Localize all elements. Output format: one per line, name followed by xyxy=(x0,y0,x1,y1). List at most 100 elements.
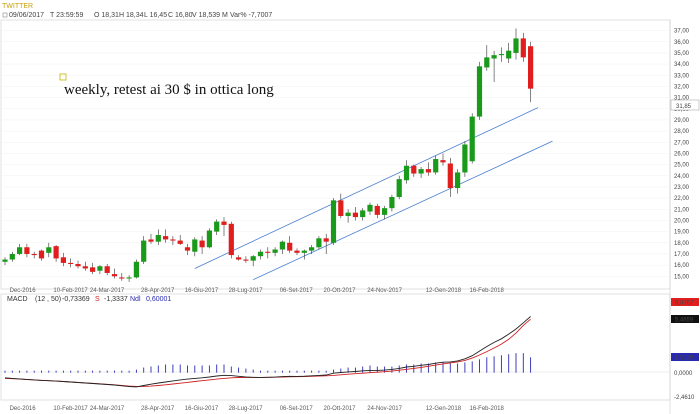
candle-up xyxy=(126,275,132,282)
x-tick-label: 28-Apr-2017 xyxy=(141,288,175,294)
x-tick-label: 24-Nov-2017 xyxy=(367,288,402,294)
candles xyxy=(2,28,534,282)
candle-up xyxy=(2,257,8,266)
x-tick-label: 10-Feb-2017 xyxy=(53,406,88,412)
price-y-tick: 19,00 xyxy=(674,230,690,236)
price-y-tick: 25,00 xyxy=(674,163,690,169)
price-y-tick: 21,00 xyxy=(674,207,690,213)
x-tick-label: 16-Giu-2017 xyxy=(185,288,219,294)
candle-down xyxy=(38,249,45,261)
candle-up xyxy=(396,175,402,200)
candle-up xyxy=(360,208,366,221)
candle-up xyxy=(250,255,256,267)
header-volume: V 18,539 M xyxy=(192,12,228,19)
candle-up xyxy=(192,237,198,257)
candle-up xyxy=(491,50,497,82)
candle-down xyxy=(31,251,37,259)
header-open: O 18,31 xyxy=(94,12,119,19)
candle-up xyxy=(469,113,475,164)
header-var: Var% -7,7007 xyxy=(230,12,272,19)
candle-down xyxy=(323,233,329,254)
candle-down xyxy=(119,272,125,281)
x-tick-label: Dec-2016 xyxy=(10,288,37,294)
candle-down xyxy=(411,164,417,177)
price-y-tick: 18,00 xyxy=(674,241,690,247)
x-tick-label: 24-Nov-2017 xyxy=(367,406,402,412)
channel-lines xyxy=(194,107,553,281)
header-date: 09/06/2017 xyxy=(9,12,44,19)
candle-down xyxy=(90,262,96,275)
candle-up xyxy=(433,155,439,175)
macd-params: (12 , 50) xyxy=(35,296,61,303)
price-y-tick: 17,00 xyxy=(674,252,690,258)
price-y-tick: 15,00 xyxy=(674,274,690,280)
candle-up xyxy=(506,42,512,63)
price-y-tick: 33,00 xyxy=(674,73,690,79)
candle-up xyxy=(133,259,139,279)
candle-up xyxy=(214,219,220,235)
macd-x-axis: Dec-2016 10-Feb-2017 24-Mar-2017 28-Apr-201… xyxy=(10,406,505,412)
candle-down xyxy=(75,260,81,269)
candle-down xyxy=(68,258,74,268)
header-high: H 18,34 xyxy=(119,12,144,19)
candle-down xyxy=(236,255,242,261)
candle-down xyxy=(294,248,300,256)
candle-down xyxy=(104,264,110,276)
candle-down xyxy=(170,236,176,246)
candle-up xyxy=(418,166,424,179)
price-y-axis: 15,00 16,00 17,00 18,00 19,00 20,00 21,00 22,00… xyxy=(674,29,690,281)
x-tick-label: 28-Lug-2017 xyxy=(229,288,264,294)
macd-histogram xyxy=(4,353,532,373)
macd-panel-frame xyxy=(0,293,671,401)
candle-up xyxy=(301,249,307,260)
price-y-tick: 27,00 xyxy=(674,140,690,146)
annotation-marker xyxy=(59,73,67,81)
macd-value: -0,73369 xyxy=(62,296,90,303)
macd-hist-value: 0,60001 xyxy=(146,296,171,303)
channel-line xyxy=(194,107,539,269)
price-gridlines xyxy=(1,30,670,277)
candle-down xyxy=(199,236,205,254)
candle-up xyxy=(382,205,388,220)
candle-down xyxy=(24,243,30,258)
macd-badge-hist: 1,5129 xyxy=(675,356,694,362)
candle-down xyxy=(60,252,66,267)
candle-up xyxy=(513,28,519,60)
macd-hist-prefix: Ndl xyxy=(130,296,141,303)
price-y-tick: 26,00 xyxy=(674,151,690,157)
candle-down xyxy=(163,229,169,243)
price-y-tick: 36,00 xyxy=(674,40,690,46)
header-marker xyxy=(2,12,8,18)
candle-down xyxy=(184,243,191,256)
candle-down xyxy=(221,217,227,237)
macd-badge-macd-box xyxy=(671,315,699,323)
candle-up xyxy=(206,228,212,249)
x-tick-label: 16-Giu-2017 xyxy=(185,406,219,412)
x-tick-label: 28-Apr-2017 xyxy=(141,406,175,412)
x-tick-label: 12-Gen-2018 xyxy=(426,406,462,412)
candle-down xyxy=(338,193,344,219)
candle-down xyxy=(520,32,526,62)
x-tick-label: 06-Set-2017 xyxy=(280,406,314,412)
candle-up xyxy=(155,229,161,246)
candle-down xyxy=(447,157,453,197)
price-y-tick: 16,00 xyxy=(674,263,690,269)
candle-down xyxy=(82,261,88,271)
price-y-tick: 31,00 xyxy=(674,96,690,102)
candle-up xyxy=(403,160,410,184)
candle-down xyxy=(352,207,358,221)
price-y-tick: 22,00 xyxy=(674,196,690,202)
candle-up xyxy=(272,247,278,257)
macd-line xyxy=(4,316,531,388)
x-tick-label: 20-Ott-2017 xyxy=(324,288,357,294)
x-tick-label: 06-Set-2017 xyxy=(280,288,314,294)
header-time: T 23:59:59 xyxy=(50,12,83,19)
price-y-tick: 24,00 xyxy=(674,174,690,180)
candle-down xyxy=(440,153,446,166)
candle-up xyxy=(498,47,504,62)
candle-up xyxy=(141,236,147,265)
candle-down xyxy=(528,41,534,103)
price-panel-frame xyxy=(0,19,671,290)
candle-up xyxy=(46,242,52,258)
candle-down xyxy=(265,247,271,259)
